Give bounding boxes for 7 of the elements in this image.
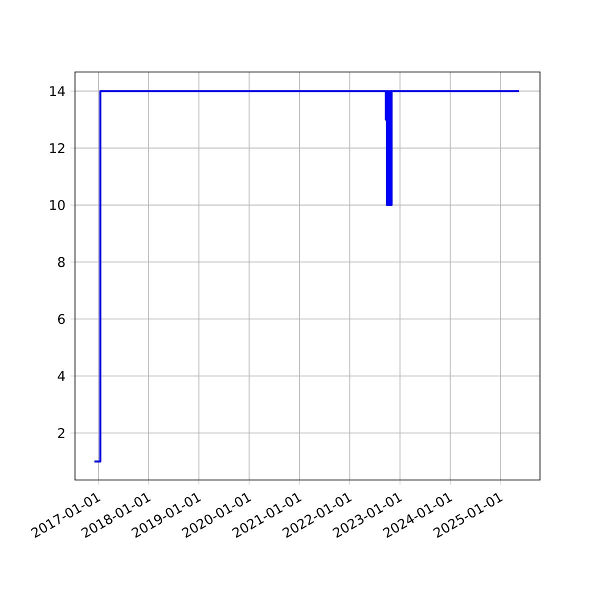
y-tick-label: 8 (58, 256, 65, 268)
y-tick-label: 6 (58, 314, 65, 324)
y-tick-label: 12 (50, 143, 64, 154)
y-tick-label: 4 (58, 371, 65, 381)
y-tick-label: 14 (50, 86, 65, 96)
y-tick-label: 2 (58, 428, 64, 438)
y-tick-label: 10 (50, 200, 65, 210)
